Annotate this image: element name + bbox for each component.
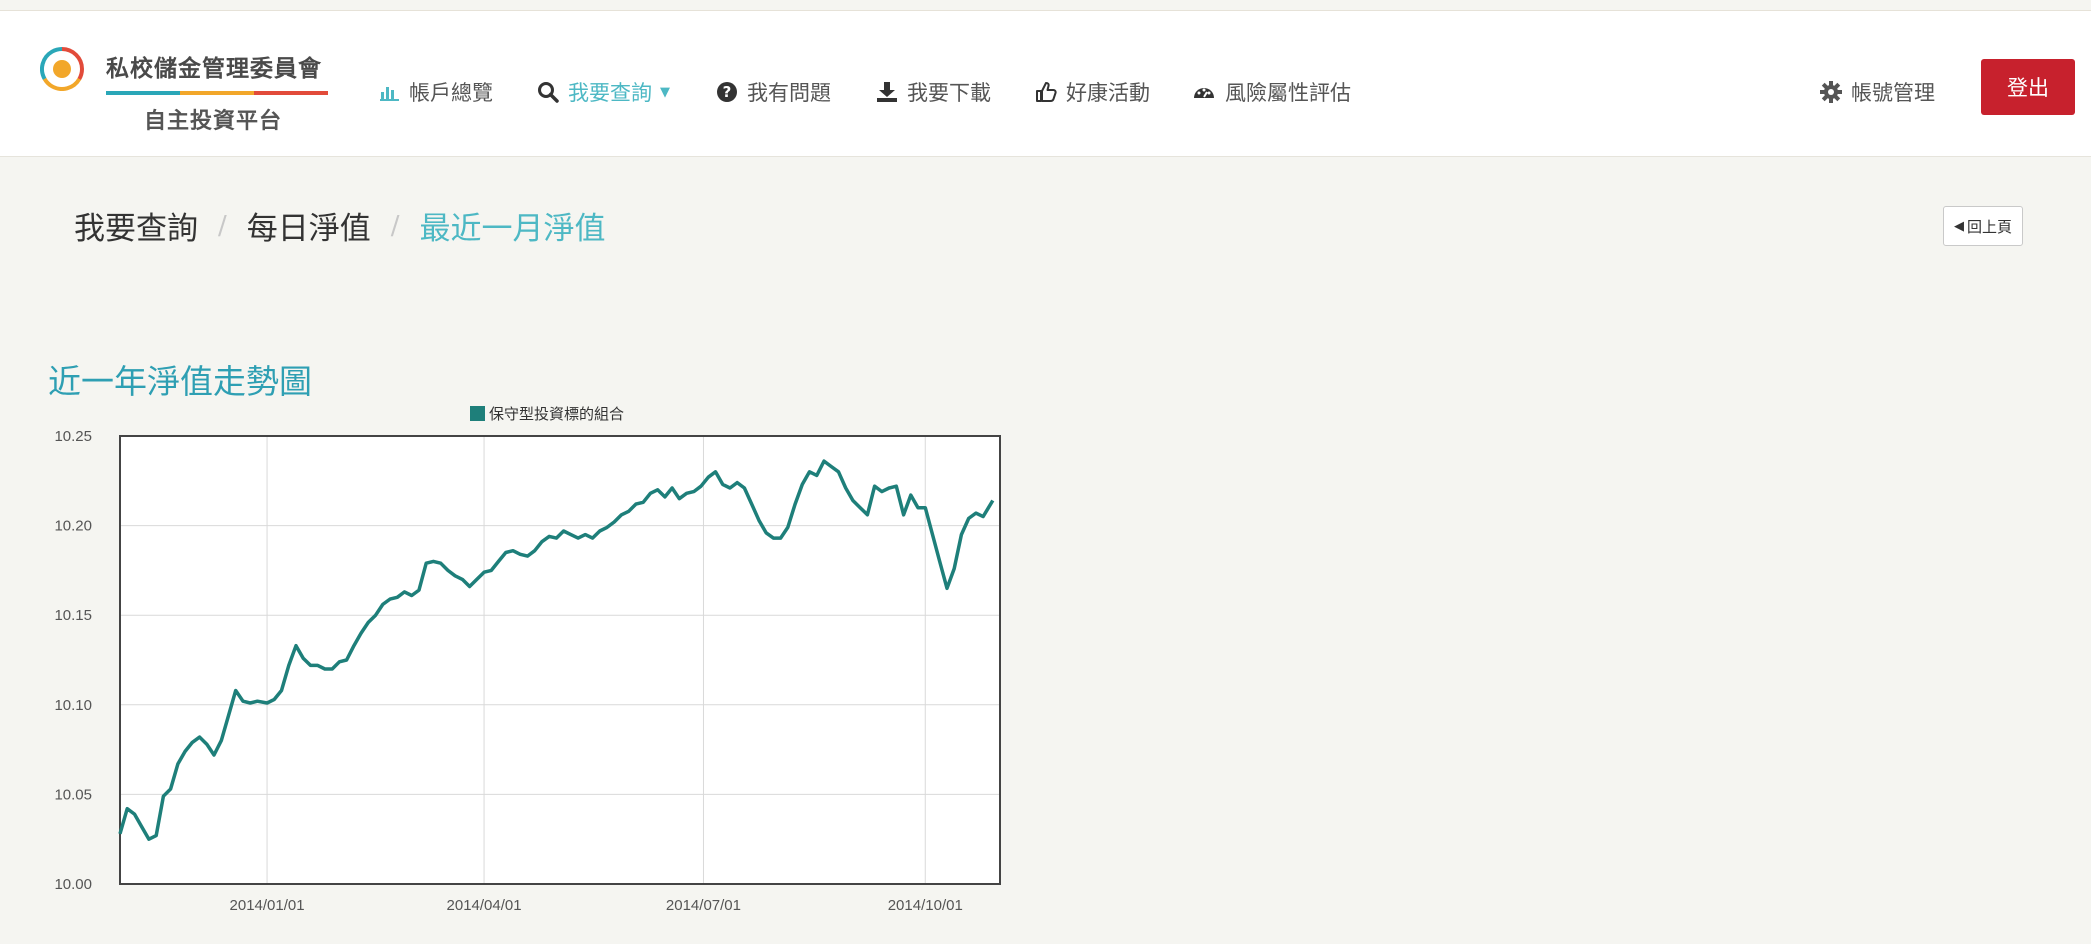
chevron-down-icon: ▼ <box>660 84 670 100</box>
y-tick-label: 10.05 <box>54 786 92 803</box>
svg-text:?: ? <box>723 83 732 101</box>
chart-section-title: 近一年淨值走勢圖 <box>48 362 312 401</box>
brand-subtitle: 自主投資平台 <box>144 109 283 134</box>
nav-item-account-overview[interactable]: 帳戶總覽 <box>380 77 493 107</box>
back-button[interactable]: ◀ 回上頁 <box>1943 206 2023 246</box>
bar-chart-icon <box>380 87 399 101</box>
nav-item-label: 帳戶總覽 <box>409 81 493 105</box>
chevron-left-circle-icon: ◀ <box>1953 218 1964 233</box>
nav-item-questions[interactable]: ? 我有問題 <box>716 77 831 107</box>
breadcrumb-item-query[interactable]: 我要查詢 <box>74 211 198 247</box>
x-tick-label: 2014/01/01 <box>230 897 305 914</box>
nav-item-download[interactable]: 我要下載 <box>876 77 991 107</box>
y-tick-label: 10.25 <box>54 428 92 445</box>
brand-logo[interactable]: 私校儲金管理委員會 自主投資平台 <box>40 43 340 134</box>
legend-label: 保守型投資標的組合 <box>489 405 624 423</box>
nav-item-label: 我要查詢 <box>568 81 652 105</box>
account-settings-label: 帳號管理 <box>1851 81 1935 105</box>
nav-item-label: 風險屬性評估 <box>1225 81 1351 105</box>
series-line <box>118 459 995 841</box>
search-icon <box>538 82 559 103</box>
nav-item-label: 我有問題 <box>747 81 831 105</box>
nav-item-promotions[interactable]: 好康活動 <box>1035 77 1150 107</box>
breadcrumb: 我要查詢 / 每日淨值 / 最近一月淨值 <box>74 203 606 248</box>
top-border <box>0 10 2091 11</box>
y-tick-label: 10.10 <box>54 697 92 714</box>
plot-background <box>120 436 1000 884</box>
nav-item-label: 我要下載 <box>907 81 991 105</box>
question-circle-icon: ? <box>717 82 737 102</box>
nav-item-label: 好康活動 <box>1066 81 1150 105</box>
back-button-label: 回上頁 <box>1966 218 2012 236</box>
brand-name: 私校儲金管理委員會 <box>106 56 322 82</box>
legend-swatch <box>470 406 485 421</box>
breadcrumb-item-daily-nav[interactable]: 每日淨值 <box>246 211 371 247</box>
download-icon <box>877 82 897 102</box>
y-tick-label: 10.20 <box>54 518 92 535</box>
y-tick-label: 10.00 <box>54 876 92 893</box>
thumbs-up-icon <box>1036 82 1057 102</box>
gear-icon <box>1820 81 1842 103</box>
logout-button[interactable]: 登出 <box>1981 59 2075 115</box>
y-tick-label: 10.15 <box>54 607 92 624</box>
plot-border <box>119 435 1001 885</box>
nav-item-query[interactable]: 我要查詢 ▼ <box>537 77 670 107</box>
nav-trend-chart: 10.00 10.05 10.10 10.15 10.20 10.25 2014/01/01… <box>54 405 1001 914</box>
breadcrumb-separator: / <box>390 210 400 241</box>
navbar: 私校儲金管理委員會 自主投資平台 帳戶總覽 我要查詢 ▼ ? 我有問題 <box>0 11 2091 157</box>
x-tick-label: 2014/04/01 <box>447 897 522 914</box>
dashboard-icon <box>1194 88 1214 98</box>
x-tick-label: 2014/10/01 <box>888 897 963 914</box>
breadcrumb-separator: / <box>218 210 227 241</box>
logo-mark-icon <box>40 47 84 91</box>
brand-color-bars <box>106 91 328 95</box>
x-tick-label: 2014/07/01 <box>666 897 741 914</box>
breadcrumb-item-current: 最近一月淨值 <box>419 211 606 247</box>
nav-item-risk-assessment[interactable]: 風險屬性評估 <box>1192 77 1351 107</box>
account-settings-link[interactable]: 帳號管理 <box>1820 77 1935 107</box>
